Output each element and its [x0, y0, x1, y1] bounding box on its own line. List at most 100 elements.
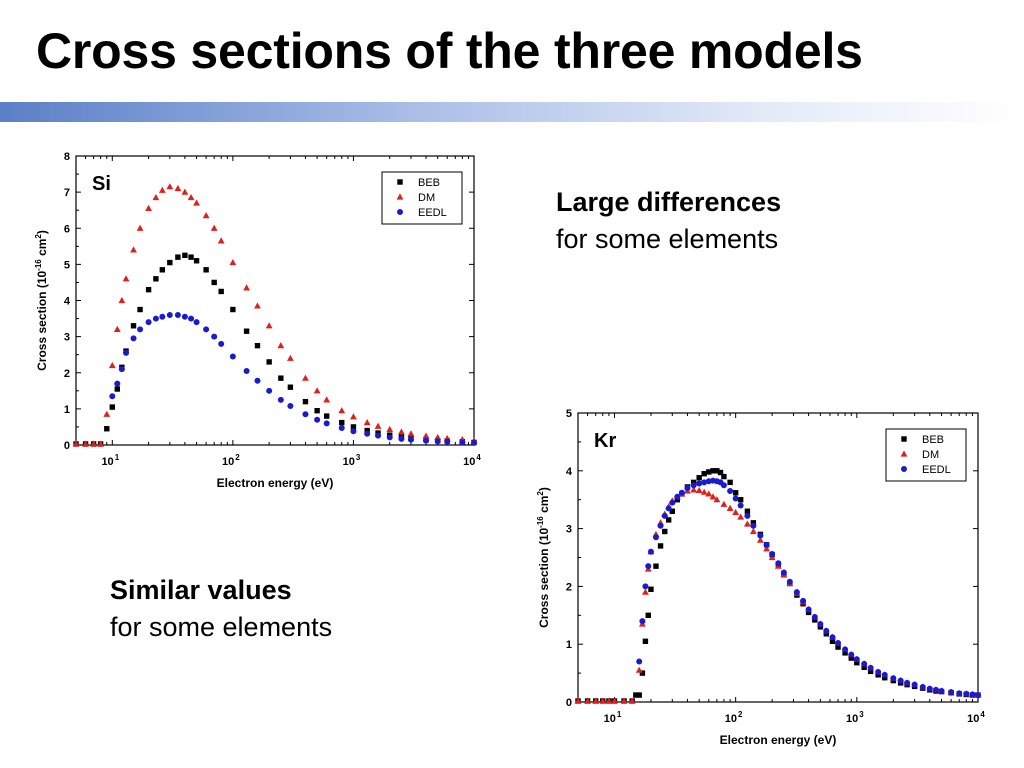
dm-point	[136, 224, 144, 231]
legend-label-dm: DM	[922, 449, 939, 461]
beb-point	[188, 254, 194, 260]
eedl-point	[647, 548, 654, 555]
eedl-point	[188, 315, 195, 322]
eedl-point	[861, 660, 868, 667]
eedl-point	[881, 671, 888, 678]
y-tick-label: 5	[566, 408, 572, 420]
series-eedl	[636, 477, 981, 699]
eedl-point	[769, 551, 776, 558]
y-tick-label: 2	[64, 368, 70, 380]
beb-point	[211, 279, 217, 286]
eedl-point	[338, 425, 345, 432]
y-axis-title-superscript: 2	[34, 234, 43, 239]
note-large-differences: Large differences for some elements	[556, 184, 781, 258]
beb-point	[653, 563, 659, 569]
eedl-point	[211, 333, 218, 340]
x-tick-label: 101	[604, 710, 622, 725]
beb-point	[182, 252, 188, 259]
eedl-point	[732, 495, 739, 502]
eedl-point	[130, 335, 137, 342]
dm-point	[229, 258, 237, 266]
dm-point	[187, 193, 195, 201]
dm-point	[620, 697, 628, 704]
eedl-point	[159, 313, 166, 320]
eedl-point	[897, 677, 904, 684]
y-tick-label: 8	[64, 151, 70, 163]
beb-point	[639, 670, 646, 676]
beb-point	[662, 528, 668, 535]
eedl-point	[114, 380, 121, 387]
beb-point	[159, 267, 166, 273]
beb-point	[829, 638, 836, 645]
dm-point	[210, 224, 218, 231]
eedl-point	[701, 479, 708, 486]
dm-point	[277, 342, 285, 349]
eedl-point	[266, 387, 273, 394]
beb-point	[350, 424, 357, 430]
legend-label-beb: BEB	[922, 434, 944, 446]
eedl-point	[407, 436, 414, 443]
legend-label-dm: DM	[418, 192, 435, 204]
series-beb	[73, 252, 477, 447]
eedl-point	[969, 691, 976, 698]
eedl-point	[690, 482, 697, 489]
dm-point	[338, 407, 346, 414]
beb-point	[153, 276, 159, 282]
eedl-point	[137, 326, 144, 333]
y-tick-label: 1	[64, 404, 70, 416]
dm-point	[130, 246, 137, 253]
eedl-point	[181, 313, 188, 320]
beb-point	[175, 254, 181, 260]
dm-point	[243, 284, 251, 291]
beb-point	[744, 508, 751, 514]
y-tick-label: 1	[566, 639, 572, 651]
eedl-point	[287, 402, 294, 409]
note-heading: Similar values	[110, 575, 292, 605]
dm-point	[181, 188, 189, 195]
x-tick-label-exponent: 2	[235, 453, 240, 462]
beb-point	[669, 508, 675, 514]
dm-point	[398, 428, 405, 435]
eedl-point	[652, 534, 659, 541]
eedl-point	[302, 411, 309, 418]
eedl-point	[674, 493, 681, 500]
x-tick-label: 104	[967, 710, 985, 725]
eedl-point	[203, 326, 210, 333]
element-label: Kr	[594, 430, 616, 452]
eedl-point	[109, 393, 116, 400]
y-tick-label: 7	[64, 187, 70, 199]
beb-point	[861, 664, 867, 671]
y-axis-title-superscript: -16	[34, 259, 43, 271]
beb-point	[145, 286, 152, 293]
beb-point	[854, 659, 860, 666]
eedl-point	[645, 563, 652, 570]
legend-marker-dm	[396, 193, 404, 200]
y-tick-label: 4	[64, 296, 71, 308]
legend-marker-eedl	[397, 209, 403, 215]
slide-title: Cross sections of the three models	[36, 23, 863, 79]
eedl-point	[386, 434, 393, 441]
dm-point	[611, 697, 618, 704]
x-axis-title: Electron energy (eV)	[217, 476, 334, 490]
dm-point	[743, 520, 751, 527]
dm-point	[635, 666, 643, 673]
dm-point	[254, 302, 261, 309]
dm-point	[217, 237, 225, 244]
eedl-point	[926, 685, 933, 692]
beb-point	[278, 375, 284, 381]
eedl-point	[757, 532, 764, 539]
x-tick-label-exponent: 4	[980, 710, 985, 719]
y-axis-title-superscript: -16	[536, 516, 545, 528]
series-beb	[575, 468, 981, 704]
eedl-point	[848, 651, 855, 658]
note-heading: Large differences	[556, 187, 782, 217]
dm-point	[726, 504, 734, 511]
x-tick-label-exponent: 3	[356, 453, 361, 462]
eedl-point	[684, 485, 691, 492]
dm-point	[302, 374, 309, 381]
beb-point	[648, 586, 654, 592]
eedl-point	[842, 646, 849, 653]
dm-point	[108, 361, 116, 369]
x-tick-label-exponent: 3	[859, 710, 864, 719]
eedl-point	[657, 522, 664, 529]
